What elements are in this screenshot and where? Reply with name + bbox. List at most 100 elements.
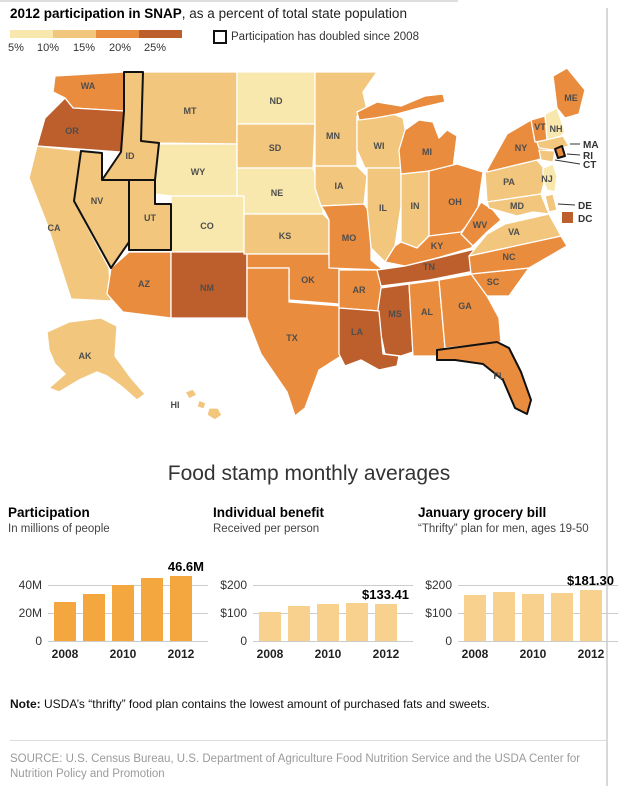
bar-2008 (464, 595, 486, 641)
state-label-CA: CA (48, 223, 61, 233)
y-tick-label: 0 (445, 634, 452, 648)
x-tick-label-2010: 2010 (314, 647, 342, 661)
chart-plot-grocery-bill: 0 $100 $200 $181.30 2008 2010 2012 (418, 551, 618, 667)
y-tick-label: 0 (240, 634, 247, 648)
state-label-MI: MI (422, 147, 432, 157)
bar-2010 (112, 585, 134, 641)
bar-2011 (346, 603, 368, 641)
state-HI (184, 388, 223, 421)
x-tick-label-2010: 2010 (519, 647, 547, 661)
legend-tick-20: 20% (108, 42, 132, 54)
state-label-MS: MS (388, 309, 402, 319)
x-tick-label-2008: 2008 (256, 647, 284, 661)
state-label-SC: SC (487, 277, 500, 287)
state-label-IL: IL (379, 203, 388, 213)
bar-2012 (580, 590, 602, 641)
y-tick-label: 40M (18, 578, 42, 592)
bar-2010 (522, 594, 544, 641)
legend-swatch-1 (10, 30, 53, 38)
x-tick-label-2010: 2010 (109, 647, 137, 661)
page-right-border (606, 8, 608, 786)
legend-tick-25: 25% (143, 42, 167, 54)
section-title: Food stamp monthly averages (167, 462, 451, 485)
cropped-top-edge (0, 0, 458, 2)
state-label-TN: TN (423, 262, 435, 272)
legend-swatch-3 (96, 30, 139, 38)
state-label-KS: KS (279, 231, 292, 241)
state-label-NJ: NJ (541, 174, 553, 184)
y-tick-label: 20M (18, 606, 42, 620)
chart-grocery-bill: January grocery bill “Thrifty” plan for … (418, 505, 618, 667)
chart-subtitle: Received per person (213, 523, 320, 535)
note-label: Note: (10, 697, 41, 711)
state-label-NE: NE (271, 188, 284, 198)
state-label-IA: IA (335, 181, 345, 191)
map-title-rest: , as a percent of total state population (181, 6, 407, 21)
y-tick-label: 0 (35, 634, 42, 648)
state-label-OH: OH (448, 197, 462, 207)
x-tick-label-2008: 2008 (461, 647, 489, 661)
chart-subtitle: “Thrifty” plan for men, ages 19-50 (418, 523, 589, 535)
source-text: SOURCE: U.S. Census Bureau, U.S. Departm… (10, 753, 581, 780)
callout-label-RI: RI (583, 151, 593, 162)
x-tick-label-2012: 2012 (577, 647, 605, 661)
chart-participation: Participation In millions of people 0 20M… (8, 505, 208, 667)
state-label-WA: WA (81, 81, 96, 91)
callout-label-CT: CT (583, 160, 596, 171)
bar-2009 (493, 592, 515, 641)
bar-2009 (288, 606, 310, 641)
value-label: 46.6M (167, 558, 204, 574)
state-NH (544, 107, 566, 141)
us-choropleth-map: WA OR CA ID NV UT MT WY CO AZ NM ND SD NE KS OK TX MN IA MO… (28, 67, 599, 421)
callout-line-CT (554, 159, 581, 165)
bar-2011 (551, 593, 573, 641)
state-label-OK: OK (301, 275, 315, 285)
bar-2010 (317, 604, 339, 641)
state-label-KY: KY (431, 241, 444, 251)
callout-label-DC: DC (578, 214, 592, 225)
legend-swatch-4 (139, 30, 182, 38)
chart-individual-benefit: Individual benefit Received per person 0… (213, 505, 413, 667)
state-label-NY: NY (515, 143, 528, 153)
state-NJ (542, 163, 558, 193)
state-label-HI: HI (171, 400, 180, 410)
state-WV (460, 201, 502, 247)
gridline-0 (48, 641, 208, 642)
state-TX (246, 267, 342, 417)
note-text: USDA’s “thrifty” food plan contains the … (40, 697, 490, 711)
gridline-0 (253, 641, 413, 642)
state-AK (46, 317, 146, 401)
state-label-SD: SD (269, 143, 282, 153)
callout-label-MA: MA (583, 140, 599, 151)
gridline-0 (458, 641, 618, 642)
state-MD (486, 193, 550, 217)
state-label-NC: NC (503, 252, 516, 262)
y-tick-label: $100 (220, 606, 247, 620)
state-label-NM: NM (200, 283, 214, 293)
state-FL (436, 341, 532, 415)
state-label-WI: WI (374, 141, 385, 151)
state-label-AZ: AZ (138, 279, 150, 289)
state-label-UT: UT (144, 213, 156, 223)
y-tick-label: $100 (425, 606, 452, 620)
state-label-LA: LA (351, 327, 363, 337)
state-label-VT: VT (534, 122, 546, 132)
state-label-VA: VA (508, 227, 520, 237)
state-label-PA: PA (503, 177, 515, 187)
state-label-MD: MD (510, 201, 524, 211)
value-label: $133.41 (362, 586, 409, 602)
doubled-since-2008-key-icon (213, 30, 227, 44)
state-RI (554, 145, 566, 159)
state-label-MN: MN (326, 131, 340, 141)
chart-plot-participation: 0 20M 40M 46.6M 2008 2010 2012 (8, 551, 208, 667)
state-label-NV: NV (91, 196, 104, 206)
legend-tick-15: 15% (72, 42, 96, 54)
state-label-FL: FL (494, 371, 505, 381)
bar-2008 (54, 602, 76, 641)
x-tick-label-2012: 2012 (167, 647, 195, 661)
chart-subtitle: In millions of people (8, 523, 110, 535)
state-label-WY: WY (191, 167, 206, 177)
state-VA (468, 213, 562, 257)
source-divider (10, 740, 606, 741)
state-label-IN: IN (411, 201, 420, 211)
